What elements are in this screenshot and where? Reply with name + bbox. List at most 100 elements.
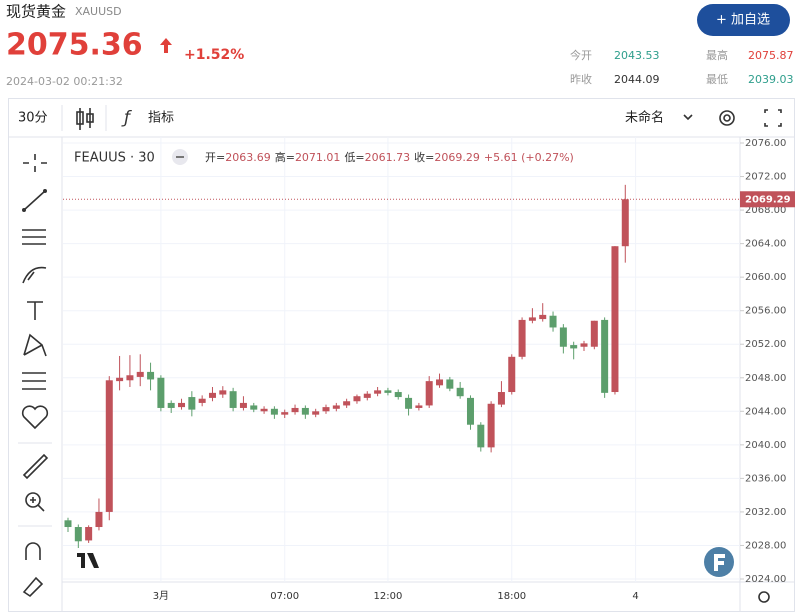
candle-body [85, 527, 93, 541]
candle-body [270, 408, 278, 415]
candle-body [229, 391, 237, 408]
symbol: XAUUSD [75, 5, 122, 18]
add-watch-label[interactable]: + 加自选 [716, 13, 770, 28]
candle-body [126, 375, 134, 381]
interval[interactable]: 30分 [18, 111, 48, 126]
candle-body [208, 392, 216, 398]
ohlc-value: 2071.01 [295, 151, 341, 164]
y-tick-label: 2060.00 [745, 272, 786, 283]
fullscreen-icon[interactable] [764, 109, 782, 127]
candle-body [621, 199, 629, 247]
x-tick-label: 12:00 [374, 591, 403, 602]
candle-body [528, 317, 536, 321]
candle-body [415, 405, 423, 408]
stat-label: 最低 [706, 73, 728, 86]
chart-title: FEAUUS · 30 [74, 151, 155, 166]
ohlc-label: 收= [414, 150, 434, 164]
add-watch-button[interactable] [697, 4, 790, 36]
candle-body [425, 381, 433, 406]
candle-body [281, 412, 289, 415]
x-tick-label: 18:00 [497, 591, 526, 602]
candle-body [601, 319, 609, 393]
candle-body [64, 520, 72, 528]
logo-tv [77, 553, 99, 568]
candle-body [136, 371, 144, 377]
y-tick-label: 2048.00 [745, 373, 786, 384]
ohlc-label: 高= [275, 150, 295, 164]
candle-body [466, 397, 474, 425]
fx-icon[interactable]: ƒ [121, 108, 132, 128]
x-tick-label: 07:00 [270, 591, 299, 602]
candle-body [508, 356, 516, 393]
layout-name[interactable]: 未命名 [625, 110, 664, 126]
ohlc-legend: 开=2063.69 高=2071.01 低=2061.73 收=2069.29 +5.6… [205, 150, 574, 164]
stat-value: 2044.09 [614, 73, 660, 86]
candle-body [363, 393, 371, 398]
candle-body [250, 405, 258, 410]
candle-body [291, 407, 299, 413]
logo-f [714, 554, 725, 571]
x-tick-label: 4 [632, 591, 638, 602]
candle-body [105, 380, 113, 512]
candle-body [188, 397, 196, 410]
y-tick-label: 2032.00 [745, 507, 786, 518]
candle-body [405, 397, 413, 409]
candle-body [374, 390, 382, 394]
stat-label: 今开 [570, 48, 592, 62]
candle-body [580, 343, 588, 347]
y-tick-label: 2056.00 [745, 306, 786, 317]
candle-body [394, 392, 402, 398]
dropdown-icon[interactable] [683, 114, 693, 121]
candle-body [219, 390, 227, 395]
candle-body [322, 407, 330, 412]
time: 2024-03-02 00:21:32 [6, 75, 123, 88]
indicators[interactable]: 指标 [148, 111, 174, 126]
candle-body [559, 327, 567, 347]
settings-icon[interactable] [719, 110, 735, 126]
chart-frame [8, 98, 795, 612]
candle-body [74, 527, 82, 542]
candle-body [436, 379, 444, 386]
y-tick-label: 2028.00 [745, 540, 786, 551]
y-tick-label: 2068.00 [745, 205, 786, 216]
y-tick-label: 2052.00 [745, 339, 786, 350]
y-tick-label: 2024.00 [745, 574, 786, 585]
candle-body [198, 398, 206, 403]
axis-settings-icon[interactable] [758, 591, 770, 603]
ohlc-label: 低= [344, 151, 364, 164]
stat-value: 2075.87 [748, 49, 794, 62]
stat-label: 最高 [706, 48, 728, 62]
candle-body [178, 402, 186, 408]
candle-body [487, 403, 495, 448]
title: 现货黄金 [6, 3, 66, 21]
last-price-label: 2069.29 [745, 194, 791, 205]
stat-value: 2039.03 [748, 73, 794, 86]
x-tick-label: 3月 [153, 590, 169, 602]
candle-icon[interactable] [76, 108, 94, 130]
candle-body [157, 377, 165, 408]
candle-body [260, 408, 268, 412]
candle-body [590, 320, 598, 347]
up-arrow [160, 38, 172, 53]
candle-body [518, 319, 526, 357]
candle-body [611, 246, 619, 393]
price: 2075.36 [6, 28, 143, 63]
candle-body [477, 424, 485, 448]
settings-icon[interactable] [723, 114, 731, 122]
ohlc-value: 2069.29 [434, 151, 480, 164]
stat-value: 2043.53 [614, 49, 660, 62]
candle-body [301, 407, 309, 415]
candle-body [343, 401, 351, 406]
candle-body [549, 315, 557, 328]
candle-body [353, 396, 361, 402]
candle-body [497, 392, 505, 405]
candle-body [384, 390, 392, 393]
drawing-tools[interactable] [18, 154, 52, 598]
last-price-tag [740, 191, 795, 208]
ohlc-change: +5.61 (+0.27%) [484, 151, 574, 164]
candle-body [570, 345, 578, 349]
y-tick-label: 2044.00 [745, 406, 786, 417]
y-tick-label: 2072.00 [745, 172, 786, 183]
candle-body [95, 511, 103, 528]
